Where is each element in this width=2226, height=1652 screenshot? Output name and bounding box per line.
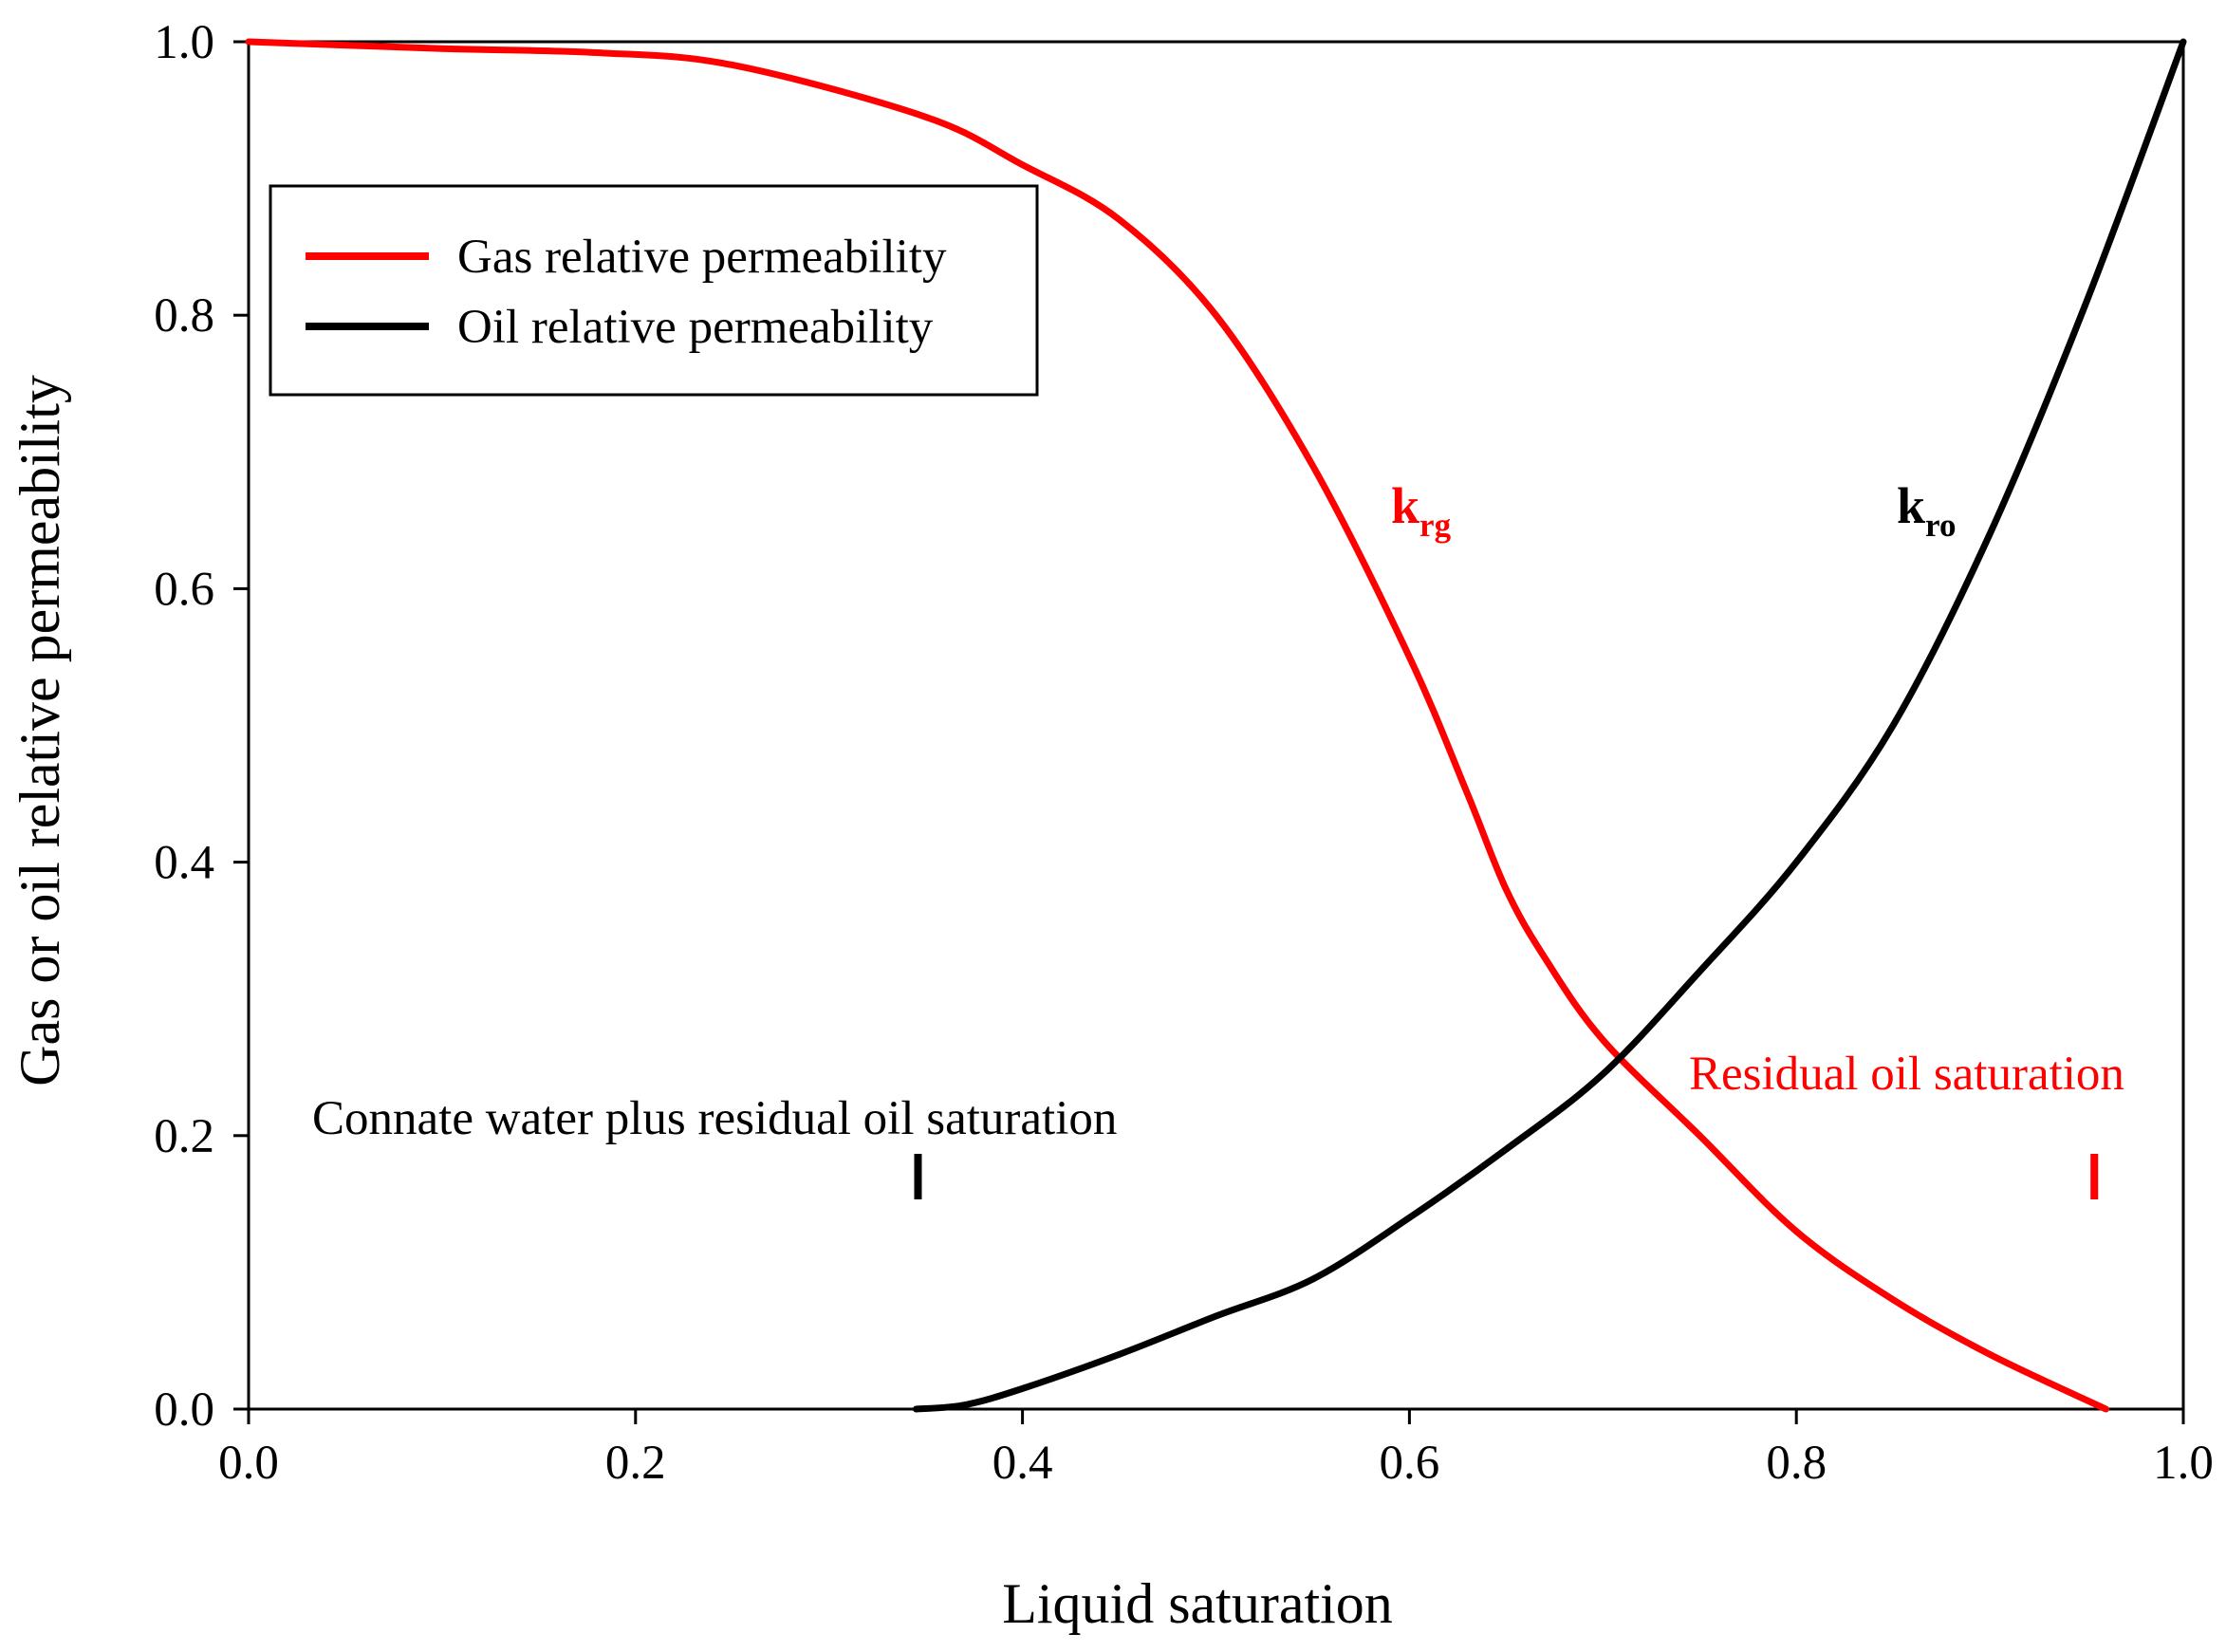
- curve-label-kro: kro: [1897, 477, 1956, 544]
- gas-relative-permeability-curve: [245, 38, 2109, 1413]
- y-tick-label: 0.0: [154, 1383, 214, 1437]
- annotation-connate-water: Connate water plus residual oil saturati…: [312, 1092, 1117, 1145]
- annotation-residual-oil: Residual oil saturation: [1689, 1048, 2124, 1101]
- x-tick-label: 0.2: [605, 1437, 666, 1490]
- plot-frame: [247, 40, 2185, 1411]
- y-tick-label: 0.4: [154, 837, 214, 890]
- x-axis-label: Liquid saturation: [1002, 1572, 1393, 1635]
- legend: Gas relative permeability Oil relative p…: [269, 184, 1039, 397]
- legend-box: [269, 184, 1039, 397]
- x-tick-label: 1.0: [2153, 1437, 2214, 1490]
- y-axis-label: Gas or oil relative permeability: [9, 375, 71, 1086]
- legend-label-gas: Gas relative permeability: [457, 231, 947, 284]
- y-tick-label: 1.0: [154, 16, 214, 69]
- x-tick-label: 0.4: [992, 1437, 1053, 1490]
- x-axis: 0.0 0.2 0.4 0.6 0.8 1.0: [218, 1409, 2214, 1490]
- y-tick-label: 0.8: [154, 289, 214, 343]
- marker-group: [914, 1154, 2099, 1200]
- curve-label-krg: krg: [1391, 477, 1452, 544]
- x-tick-label: 0.8: [1766, 1437, 1827, 1490]
- legend-label-oil: Oil relative permeability: [457, 301, 934, 354]
- series-group: [245, 38, 2187, 1413]
- x-tick-label: 0.0: [218, 1437, 279, 1490]
- y-tick-label: 0.2: [154, 1110, 214, 1163]
- oil-relative-permeability-curve: [912, 38, 2187, 1413]
- y-axis: 0.0 0.2 0.4 0.6 0.8 1.0: [154, 16, 249, 1437]
- y-tick-label: 0.6: [154, 563, 214, 616]
- x-tick-label: 0.6: [1380, 1437, 1440, 1490]
